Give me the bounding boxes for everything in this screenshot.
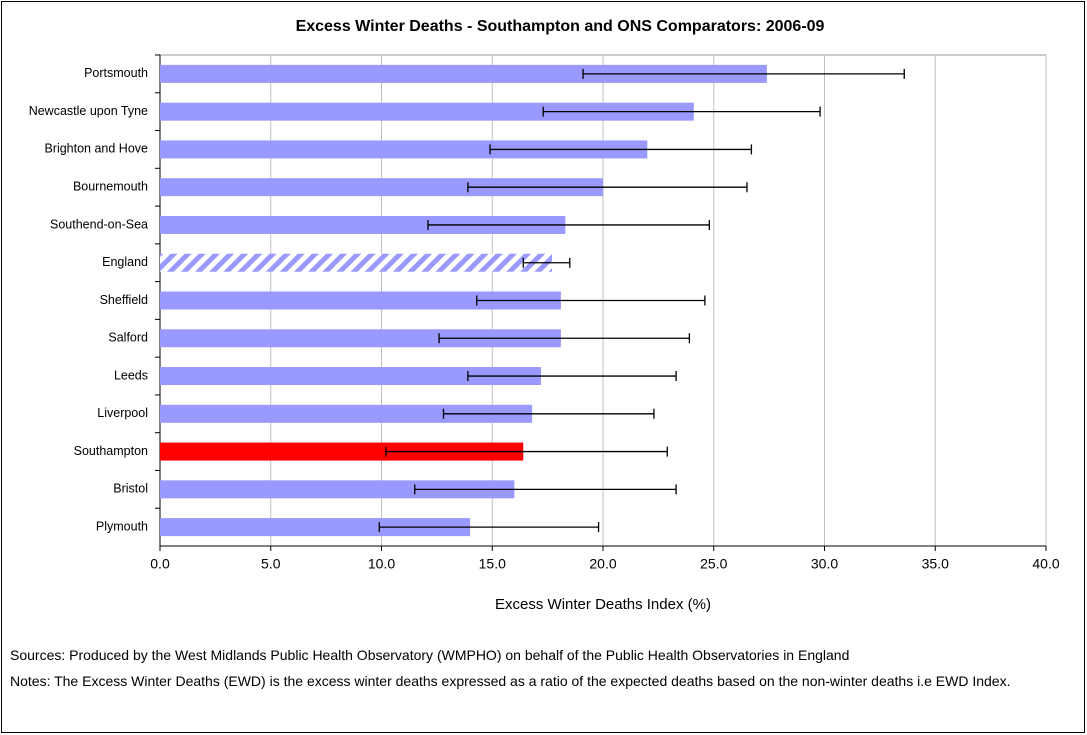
error-bar [438, 333, 691, 344]
bar [160, 480, 515, 499]
y-tick-label: Leeds [114, 368, 148, 382]
bar [160, 215, 566, 234]
x-tick-label: 10.0 [368, 556, 395, 572]
bar [160, 291, 561, 310]
x-tick-label: 40.0 [1032, 556, 1059, 572]
error-bar [467, 182, 748, 193]
bar [160, 253, 553, 272]
x-tick-label: 0.0 [150, 556, 170, 572]
error-bar [442, 408, 655, 419]
y-tick-label: Brighton and Hove [44, 142, 148, 156]
error-bar [467, 371, 677, 382]
y-tick-label: Southampton [74, 444, 148, 458]
error-bar [489, 144, 753, 155]
error-bar [542, 106, 821, 117]
x-tick-label: 30.0 [811, 556, 838, 572]
notes: Sources: Produced by the West Midlands P… [10, 642, 1078, 694]
bar [160, 102, 694, 121]
error-bar [522, 257, 571, 268]
error-bar [378, 522, 600, 533]
y-tick-label: Bournemouth [73, 179, 148, 193]
bar [160, 404, 533, 423]
y-tick-label: Liverpool [97, 406, 148, 420]
x-tick-label: 35.0 [922, 556, 949, 572]
x-tick-label: 5.0 [261, 556, 281, 572]
note: Notes: The Excess Winter Deaths (EWD) is… [10, 673, 1011, 689]
error-bar [427, 219, 710, 230]
note: Sources: Produced by the West Midlands P… [10, 647, 850, 663]
bar [160, 329, 561, 348]
chart-title: Excess Winter Deaths - Southampton and O… [296, 18, 825, 35]
error-bar [476, 295, 706, 306]
x-axis-label: Excess Winter Deaths Index (%) [495, 596, 711, 613]
error-bar [582, 68, 905, 79]
y-tick-label: Bristol [113, 482, 148, 496]
y-tick-label: England [102, 255, 148, 269]
bar [160, 64, 767, 83]
bar [160, 367, 541, 386]
y-tick-label: Newcastle upon Tyne [29, 104, 148, 118]
bar [160, 518, 471, 537]
x-tick-label: 15.0 [479, 556, 506, 572]
y-tick-label: Sheffield [100, 293, 148, 307]
x-tick-label: 20.0 [589, 556, 616, 572]
error-bar [385, 446, 668, 457]
y-tick-label: Portsmouth [84, 66, 148, 80]
error-bar [414, 484, 677, 495]
x-tick-label: 25.0 [700, 556, 727, 572]
bar [160, 442, 524, 461]
y-tick-label: Salford [108, 331, 148, 345]
y-tick-label: Plymouth [96, 519, 148, 533]
bar [160, 140, 648, 159]
y-tick-label: Southend-on-Sea [50, 217, 148, 231]
bar [160, 178, 603, 197]
